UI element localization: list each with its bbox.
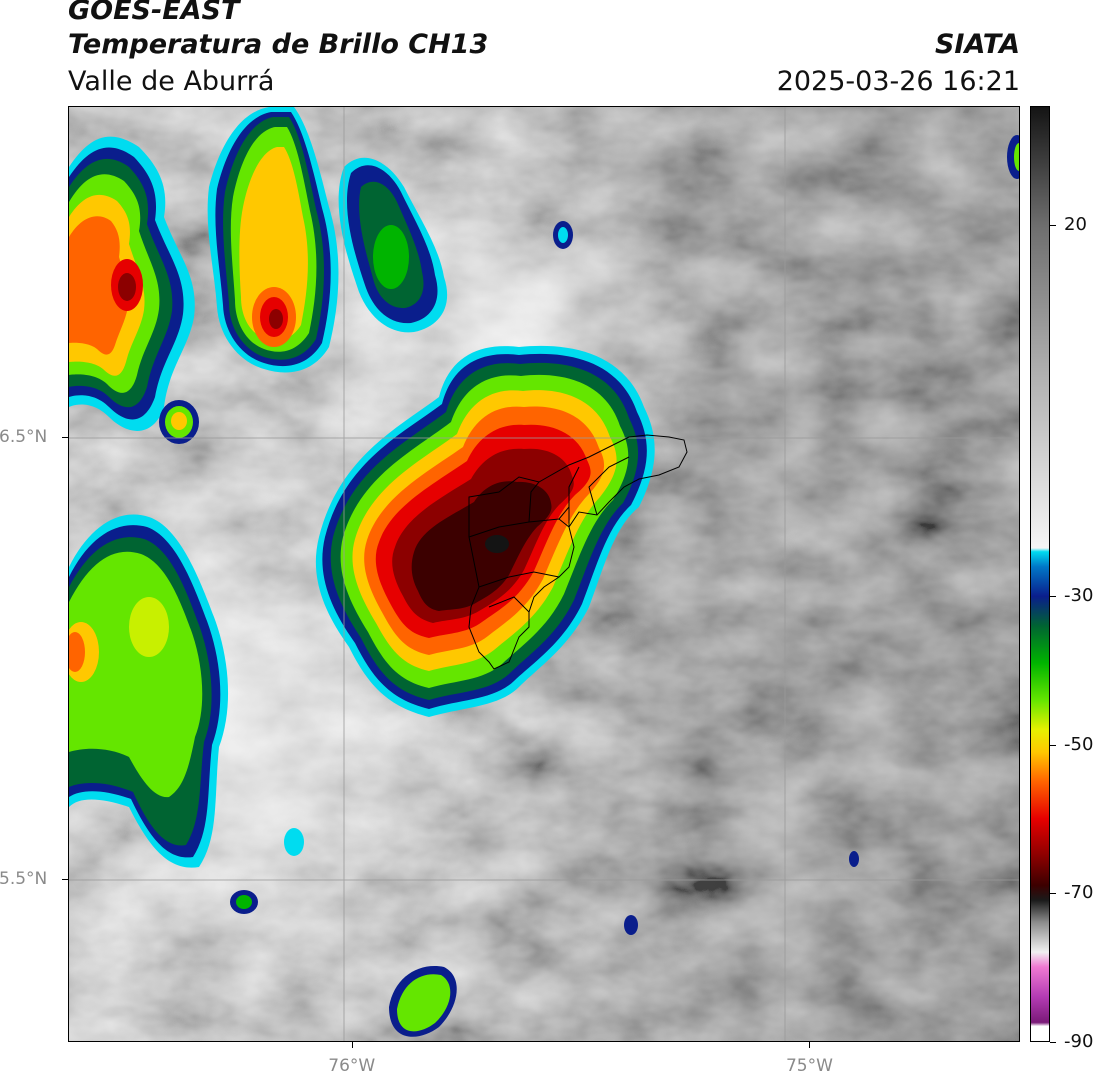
y-tick-label: 5.5°N — [0, 868, 48, 889]
product-title: Temperatura de Brillo CH13 — [68, 29, 489, 60]
north-storm-cell — [207, 107, 339, 373]
colorbar-tick-label: -50 — [1064, 733, 1094, 755]
x-tick-mark — [809, 1042, 811, 1048]
x-tick-label: 75°W — [785, 1056, 833, 1076]
brightness-temperature-map — [69, 107, 1019, 1041]
colorbar-tick-label: 20 — [1064, 213, 1087, 235]
colorbar-tick-label: -70 — [1064, 882, 1094, 904]
colorbar-tick-mark — [1050, 893, 1056, 895]
y-tick-mark — [62, 437, 68, 439]
map-panel — [68, 106, 1020, 1042]
x-tick-mark — [351, 1042, 353, 1048]
region-subtitle: Valle de Aburrá — [68, 66, 275, 97]
north-east-storm-cell — [338, 157, 448, 333]
datetime-label: 2025-03-26 16:21 — [776, 66, 1020, 97]
y-tick-mark — [62, 878, 68, 880]
colorbar-tick-mark — [1050, 1042, 1056, 1043]
agency-label: SIATA — [934, 29, 1020, 60]
northwest-storm-cell — [69, 136, 199, 444]
colorbar-tick-mark — [1050, 224, 1056, 226]
small-storm-cells — [230, 135, 1019, 1037]
satellite-title: GOES-EAST — [68, 0, 240, 26]
colorbar-tick-mark — [1050, 744, 1056, 746]
colorbar-tick-mark — [1050, 596, 1056, 598]
west-storm-cell — [69, 514, 229, 868]
x-tick-label: 76°W — [328, 1056, 376, 1076]
colorbar-tick-label: -90 — [1064, 1031, 1094, 1052]
municipal-boundaries — [468, 434, 688, 670]
colorbar-tick-label: -30 — [1064, 585, 1094, 607]
colorbar — [1030, 106, 1050, 1042]
y-tick-label: 6.5°N — [0, 427, 48, 448]
graticule — [69, 107, 1019, 1041]
